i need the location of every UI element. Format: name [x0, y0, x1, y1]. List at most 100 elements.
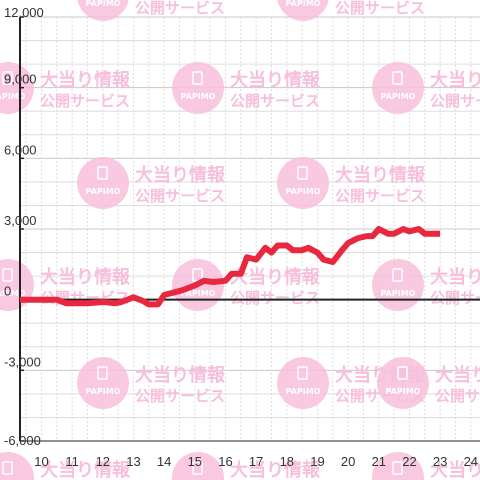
watermark-line1: 大当り情報	[230, 69, 321, 91]
watermark-brand: PAPIMO	[381, 289, 416, 298]
x-tick-label: 15	[188, 454, 202, 469]
watermark-line2: 公開サービス	[40, 92, 130, 110]
watermark-phone-icon	[392, 461, 403, 475]
watermark-logo-circle	[0, 62, 34, 114]
watermark-line2: 公開サービス	[335, 187, 425, 205]
watermark-line1: 大当り情報	[430, 69, 480, 91]
watermark-brand: PAPIMO	[286, 0, 321, 8]
watermark-line2: 公開サービス	[430, 289, 480, 307]
y-tick-label: 0	[4, 284, 11, 299]
watermark-brand: PAPIMO	[181, 289, 216, 298]
watermark-phone-icon	[97, 366, 108, 380]
watermark-phone-icon	[2, 71, 13, 85]
y-tick-label: 3,000	[4, 213, 37, 228]
y-tick-label: 12,000	[4, 5, 44, 20]
watermark-line1: 大当り情報	[40, 266, 131, 288]
watermark-brand: PAPIMO	[0, 289, 26, 298]
x-tick-label: 14	[157, 454, 171, 469]
watermark-logo-circle	[372, 259, 424, 311]
watermark-line1: 大当り情報	[230, 459, 321, 480]
watermark-brand: PAPIMO	[386, 387, 421, 396]
watermark-phone-icon	[392, 71, 403, 85]
watermark-brand: PAPIMO	[181, 92, 216, 101]
watermark-logo-circle	[0, 452, 34, 480]
watermark-phone-icon	[97, 166, 108, 180]
watermark-brand: PAPIMO	[86, 187, 121, 196]
x-tick-label: 19	[310, 454, 324, 469]
x-tick-label: 21	[372, 454, 386, 469]
watermark-line1: 大当り情報	[435, 364, 480, 386]
watermark-brand: PAPIMO	[286, 387, 321, 396]
x-tick-label: 23	[433, 454, 447, 469]
x-tick-label: 17	[249, 454, 263, 469]
watermark-line2: 公開サービス	[230, 289, 320, 307]
watermark-logo-circle	[77, 0, 129, 21]
watermark-logo-circle	[377, 357, 429, 409]
watermark-phone-icon	[192, 461, 203, 475]
x-tick-label: 18	[280, 454, 294, 469]
series-layer	[19, 226, 441, 308]
watermark-line1: 大当り情報	[430, 459, 480, 480]
watermark-line1: 大当り情報	[135, 364, 226, 386]
watermark-line2: 公開サービス	[435, 387, 480, 405]
watermark-line1: 大当り情報	[135, 164, 226, 186]
x-tick-label: 16	[218, 454, 232, 469]
watermark-logo-circle	[172, 452, 224, 480]
watermark-line1: 大当り情報	[430, 266, 480, 288]
watermark-logo-circle	[77, 357, 129, 409]
watermark-line1: 大当り情報	[40, 459, 131, 480]
x-tick-label: 10	[34, 454, 48, 469]
x-tick-label: 20	[341, 454, 355, 469]
watermark-phone-icon	[297, 166, 308, 180]
x-tick-label: 11	[65, 454, 79, 469]
watermark-logo-circle	[277, 357, 329, 409]
y-tick-label: 9,000	[4, 72, 37, 87]
watermark-phone-icon	[2, 268, 13, 282]
watermark-line2: 公開サービス	[335, 0, 425, 17]
watermark-phone-icon	[397, 366, 408, 380]
x-tick-label: 24	[464, 454, 478, 469]
watermark-logo-circle	[277, 157, 329, 209]
watermark-phone-icon	[192, 71, 203, 85]
x-tick-label: 13	[126, 454, 140, 469]
watermark-brand: PAPIMO	[286, 187, 321, 196]
y-tick-label: -6,000	[4, 433, 41, 448]
watermark-logo-circle	[77, 157, 129, 209]
watermark-phone-icon	[392, 268, 403, 282]
watermark-brand: PAPIMO	[86, 387, 121, 396]
x-tick-label: 22	[402, 454, 416, 469]
watermark-logo-circle	[372, 62, 424, 114]
watermark-logo-circle	[172, 62, 224, 114]
y-tick-label: -3,000	[4, 354, 41, 369]
watermark-line2: 公開サービス	[135, 387, 225, 405]
watermark-line1: 大当り情報	[40, 69, 131, 91]
watermark-line1: 大当り情報	[230, 266, 321, 288]
watermark-brand: PAPIMO	[381, 92, 416, 101]
watermark-line2: 公開サービス	[135, 187, 225, 205]
watermark-phone-icon	[297, 366, 308, 380]
y-tick-label: 6,000	[4, 142, 37, 157]
watermark-line2: 公開サービス	[135, 0, 225, 17]
watermark-logo-circle	[277, 0, 329, 21]
watermark-line2: 公開サービス	[230, 92, 320, 110]
watermark-brand: PAPIMO	[86, 0, 121, 8]
watermark-line2: 公開サービス	[430, 92, 480, 110]
watermark-logo-circle	[372, 452, 424, 480]
watermark-phone-icon	[2, 461, 13, 475]
x-tick-label: 12	[96, 454, 110, 469]
